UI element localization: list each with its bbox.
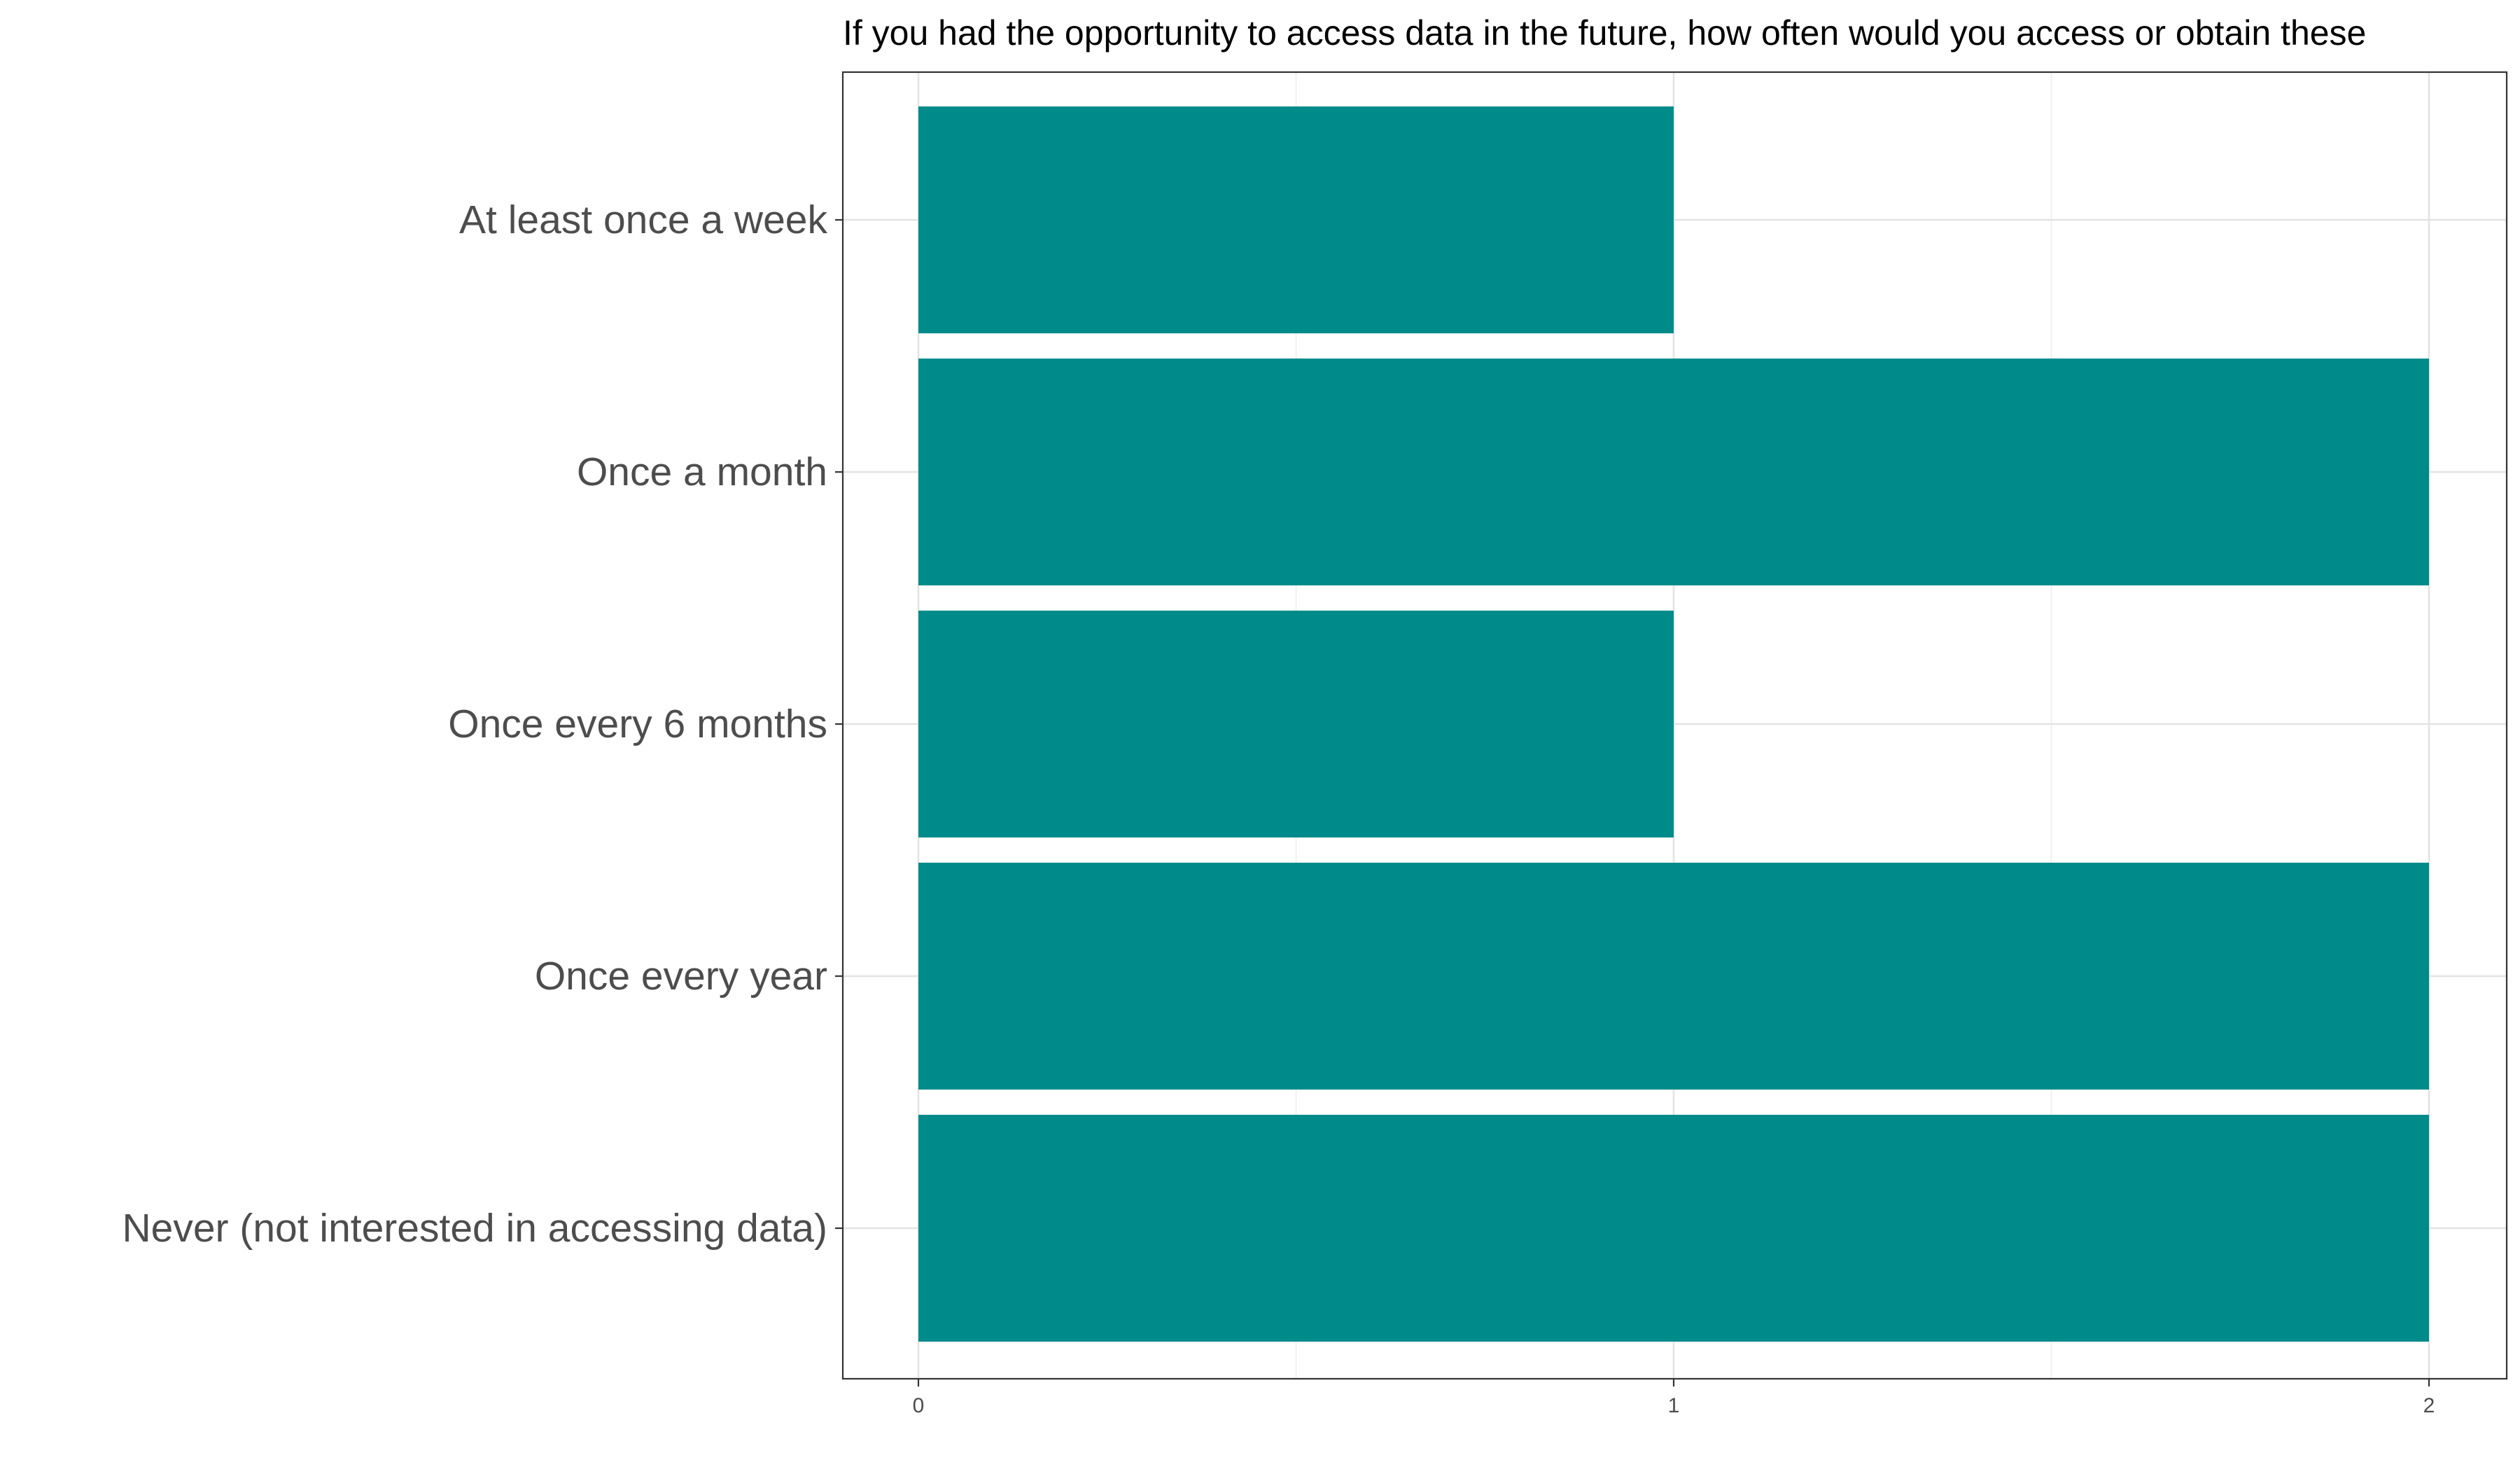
y-tick-label: Never (not interested in accessing data): [122, 1206, 827, 1251]
bars: [918, 106, 2429, 1342]
bar: [918, 359, 2429, 585]
plot-border: [841, 71, 2508, 1380]
y-tick-label: Once every 6 months: [448, 702, 827, 746]
y-axis: At least once a week Once a month Once eve…: [122, 197, 843, 1251]
chart-title: If you had the opportunity to access dat…: [843, 13, 2366, 53]
bar: [918, 863, 2429, 1090]
y-tick-label: Once a month: [577, 450, 827, 494]
y-tick-label: Once every year: [535, 954, 827, 999]
x-tick-label: 1: [1668, 1394, 1680, 1417]
x-tick-label: 0: [913, 1394, 925, 1417]
bar: [918, 611, 1674, 837]
x-tick-label: 2: [2423, 1394, 2435, 1417]
y-tick-label: At least once a week: [459, 197, 827, 242]
bar: [918, 1115, 2429, 1342]
x-axis: 0 1 2: [913, 1379, 2435, 1417]
bar: [918, 106, 1674, 333]
